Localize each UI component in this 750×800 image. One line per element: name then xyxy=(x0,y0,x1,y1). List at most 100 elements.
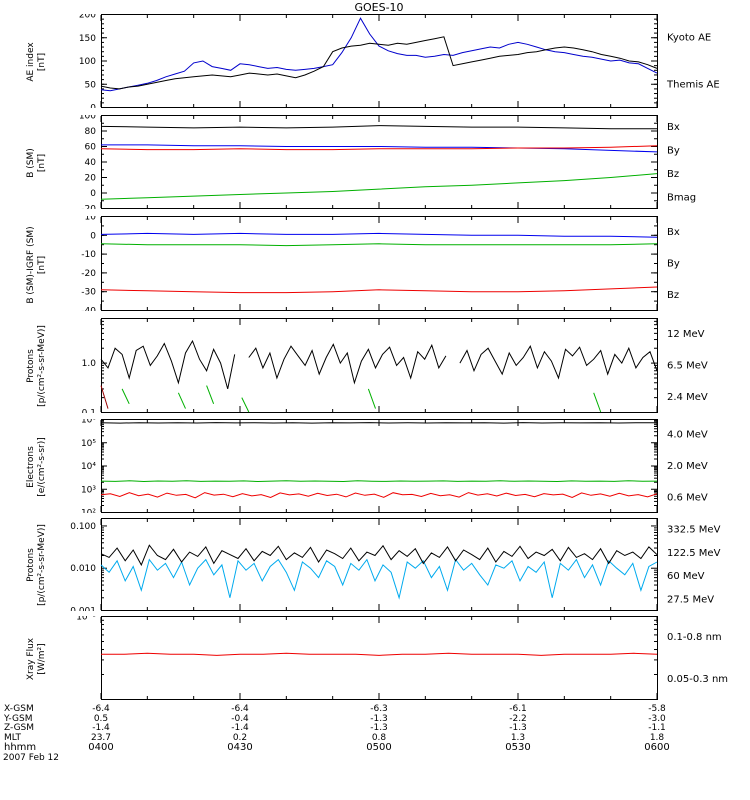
panel-border xyxy=(101,518,658,611)
series-line-0.1-0.8-nm xyxy=(101,652,658,656)
ylabel-ae-index: AE index [nT] xyxy=(26,12,50,112)
y-tick-label: 10⁻⁸ xyxy=(76,616,96,623)
footer-value: -2.2 xyxy=(509,713,527,724)
y-tick-label: 10² xyxy=(81,509,96,514)
series-line-bmag xyxy=(100,125,657,130)
y-tick-label: 0.010 xyxy=(70,564,96,574)
ylabel-units: [e/(cm²-s-sr)] xyxy=(37,437,47,497)
footer-value: -6.4 xyxy=(92,704,110,714)
y-tick-label: 200 xyxy=(79,14,96,21)
legend-label-332.5-mev: 332.5 MeV xyxy=(667,525,721,536)
footer-row-y-gsm: Y-GSM 0.5 -0.4 -1.3 -2.2 -3.0 xyxy=(0,714,750,724)
series-line-2.4-mev xyxy=(100,339,658,390)
legend-label-2.4-mev: 2.4 MeV xyxy=(667,392,708,403)
series-line-27.5-mev xyxy=(100,544,658,567)
footer-value: 23.7 xyxy=(90,732,112,743)
electrons-panel: 10² 10³ 10⁴ 10⁵ 10⁶ 4.0 MeV 2.0 MeV 0.6 MeV xyxy=(81,419,708,514)
footer-value: 0.2 xyxy=(232,732,248,743)
y-tick-label: 100 xyxy=(79,115,96,122)
ylabel-xray-flux: Xray Flux [W/m²] xyxy=(26,609,50,709)
footer-value: -6.4 xyxy=(231,704,249,714)
ylabel-b-sm-igrf: B (SM)-IGRF (SM) [nT] xyxy=(26,215,50,315)
ylabel-text: AE index xyxy=(26,42,36,82)
series-line-60-mev xyxy=(100,558,658,600)
legend-label-bz: Bz xyxy=(667,169,679,180)
ylabel-text: Electrons xyxy=(26,446,36,488)
plot-title: GOES-10 xyxy=(354,1,404,14)
legend-label-60-mev: 60 MeV xyxy=(667,571,705,582)
legend-label-bz: Bz xyxy=(667,290,679,301)
y-tick-label: 0.001 xyxy=(70,607,96,612)
legend-label-12-mev: 12 MeV xyxy=(667,329,705,340)
footer-row-x-gsm: X-GSM -6.4 -6.4 -6.3 -6.1 -5.8 xyxy=(0,704,750,714)
ylabel-units: [p/(cm²-s-sr-MeV)] xyxy=(37,325,47,407)
series-line-bx xyxy=(100,232,658,238)
series-line-themis-ae xyxy=(100,36,658,90)
date-label: 2007 Feb 12 xyxy=(3,753,60,763)
y-tick-label: 10⁵ xyxy=(81,439,96,449)
series-line-bz xyxy=(100,145,658,151)
series-line-kyoto-ae xyxy=(100,17,658,92)
legend-label-2.0-mev: 2.0 MeV xyxy=(667,461,708,472)
y-tick-label: 10⁶ xyxy=(81,419,96,426)
panel-border xyxy=(101,216,658,311)
footer-row-mlt: MLT 23.7 0.2 0.8 1.3 1.8 xyxy=(0,733,750,743)
ylabel-units: [nT] xyxy=(37,52,47,72)
b-sm-igrf-panel: -40 -30 -20 -10 0 10 Bx By Bz xyxy=(81,216,680,312)
ae-index-panel: 0 50 100 150 200 Kyoto AE Themis AE xyxy=(79,14,720,109)
footer-row-label: Y-GSM xyxy=(4,713,33,724)
footer-value: -1.4 xyxy=(92,723,110,733)
y-tick-label: 0.1 xyxy=(82,409,96,414)
y-tick-label: 10³ xyxy=(81,485,96,495)
footer-value: 0600 xyxy=(644,742,670,753)
ylabel-protons-high: Protons [p/(cm²-s-sr-MeV)] xyxy=(26,515,50,615)
legend-label-122.5-mev: 122.5 MeV xyxy=(667,548,721,559)
series-line-by xyxy=(100,243,658,247)
footer-row-label: X-GSM xyxy=(4,704,34,714)
y-tick-label: -20 xyxy=(81,205,96,210)
ylabel-protons-low: Protons [p/(cm²-s-sr-MeV)] xyxy=(26,316,50,416)
panel-border xyxy=(101,14,658,108)
y-tick-label: 0 xyxy=(90,189,96,199)
y-tick-label: 60 xyxy=(85,143,97,153)
ylabel-units: [p/(cm²-s-sr-MeV)] xyxy=(37,524,47,606)
y-tick-label: 50 xyxy=(85,80,97,90)
legend-label-themis-ae: Themis AE xyxy=(666,80,720,91)
footer-value: -0.4 xyxy=(231,713,249,724)
y-tick-label: -40 xyxy=(81,307,96,312)
footer-value: -6.3 xyxy=(370,704,388,714)
footer-value: -1.3 xyxy=(509,723,527,733)
ylabel-text: Protons xyxy=(26,349,36,383)
footer-row-label: Z-GSM xyxy=(4,723,35,733)
legend-label-6.5-mev: 6.5 MeV xyxy=(667,361,708,372)
footer-value: -1.4 xyxy=(231,723,249,733)
footer-value: 0430 xyxy=(227,742,253,753)
legend-label-0.05-0.3-nm: 0.05-0.3 nm xyxy=(667,674,728,685)
y-tick-label: 0 xyxy=(90,104,96,109)
ylabel-text: B (SM) xyxy=(26,148,36,178)
legend-label-0.1-0.8-nm: 0.1-0.8 nm xyxy=(667,632,722,643)
legend-label-bmag: Bmag xyxy=(667,192,696,203)
series-line-2.0-mev xyxy=(100,480,658,483)
series-line-0.6-mev xyxy=(100,422,658,424)
xray-flux-panel: 10⁻⁸ 0.1-0.8 nm 0.05-0.3 nm xyxy=(76,616,728,700)
footer-value: 0500 xyxy=(366,742,392,753)
y-tick-label: 40 xyxy=(85,158,97,168)
footer-row-label: hhmm xyxy=(4,742,37,753)
footer-value: -1.1 xyxy=(648,723,666,733)
legend-label-4.0-mev: 4.0 MeV xyxy=(667,430,708,441)
y-tick-label: 1.0 xyxy=(82,359,97,369)
y-tick-label: -10 xyxy=(81,250,96,260)
legend-label-27.5-mev: 27.5 MeV xyxy=(667,594,714,605)
y-tick-label: 150 xyxy=(79,34,96,44)
legend-label-0.6-mev: 0.6 MeV xyxy=(667,492,708,503)
series-line-12-mev xyxy=(101,386,601,412)
y-tick-label: 100 xyxy=(79,57,96,67)
series-line-bz xyxy=(100,286,658,294)
ylabel-text: Protons xyxy=(26,548,36,582)
footer-value: 0400 xyxy=(88,742,114,753)
footer-value: 0530 xyxy=(505,742,531,753)
footer-value: 0.5 xyxy=(93,713,109,724)
footer-value: -5.8 xyxy=(648,704,666,714)
